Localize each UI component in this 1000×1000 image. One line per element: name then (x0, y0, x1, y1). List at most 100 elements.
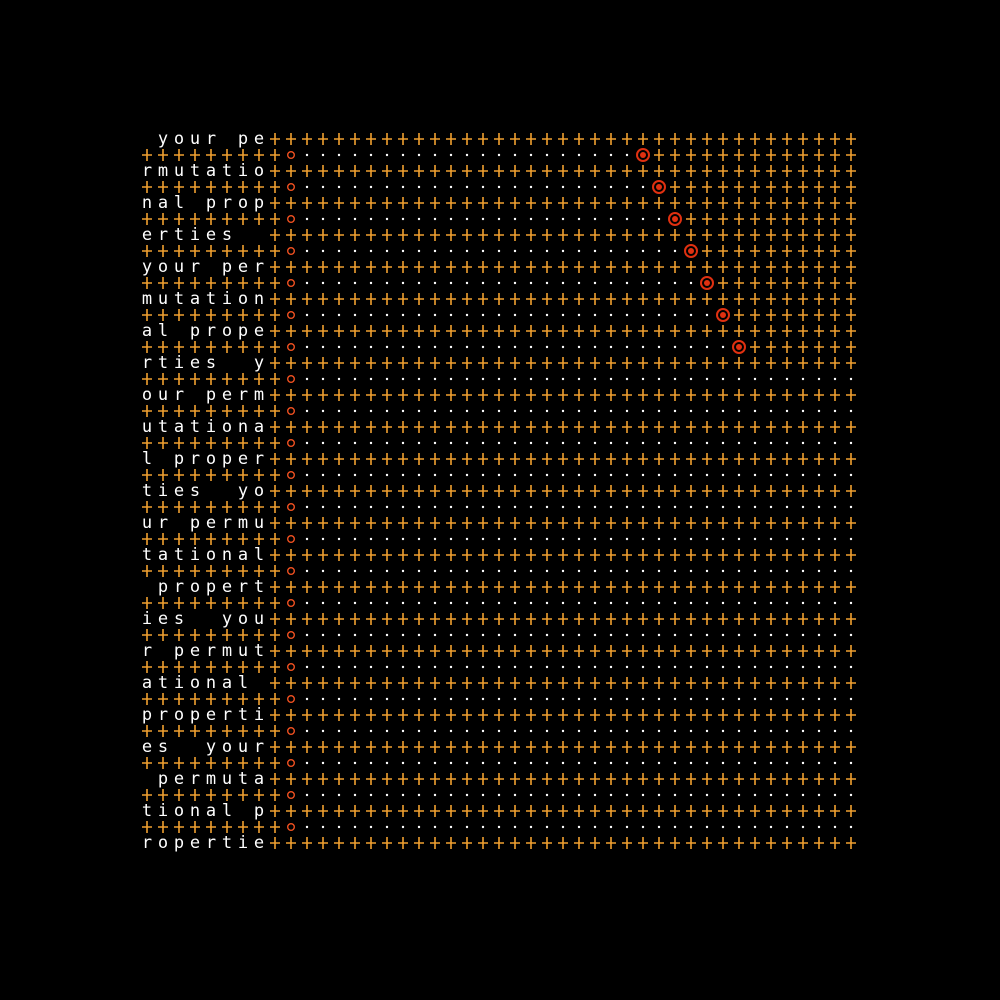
plus-mark (222, 245, 232, 257)
dot-mark (385, 473, 389, 477)
dot-mark (849, 633, 853, 637)
dot-mark (497, 153, 501, 157)
plus-mark (622, 325, 632, 337)
plus-mark (270, 725, 280, 737)
plus-mark (702, 581, 712, 593)
text-char: r (238, 385, 248, 405)
dot-mark (673, 377, 677, 381)
plus-mark (238, 725, 248, 737)
plus-mark (446, 421, 456, 433)
plus-mark (254, 437, 264, 449)
dot-mark (769, 825, 773, 829)
dot-mark (321, 473, 325, 477)
plus-mark (174, 309, 184, 321)
plus-mark (590, 709, 600, 721)
plus-mark (734, 325, 744, 337)
dot-mark (785, 441, 789, 445)
dot-mark (561, 537, 565, 541)
dot-mark (737, 793, 741, 797)
dot-mark (817, 409, 821, 413)
dot-mark (673, 345, 677, 349)
plus-mark (846, 341, 856, 353)
text-char: m (158, 161, 168, 181)
plus-mark (350, 293, 360, 305)
red-marker (716, 308, 730, 322)
plus-mark (622, 165, 632, 177)
plus-mark (734, 309, 744, 321)
plus-mark (766, 133, 776, 145)
text-char: o (222, 321, 232, 341)
text-char: e (174, 769, 184, 789)
dot-mark (833, 377, 837, 381)
text-char: o (238, 193, 248, 213)
dot-mark (561, 313, 565, 317)
plus-mark (846, 773, 856, 785)
dot-mark (705, 601, 709, 605)
plus-mark (734, 485, 744, 497)
plus-mark (222, 789, 232, 801)
plus-mark (142, 213, 152, 225)
plus-mark (142, 437, 152, 449)
dot-mark (401, 409, 405, 413)
dot-mark (465, 505, 469, 509)
plus-mark (334, 709, 344, 721)
plus-mark (654, 389, 664, 401)
dot-mark (513, 825, 517, 829)
dot-mark (353, 409, 357, 413)
dot-mark (673, 825, 677, 829)
plus-mark (158, 437, 168, 449)
plus-mark (190, 597, 200, 609)
plus-mark (798, 517, 808, 529)
plus-mark (606, 677, 616, 689)
plus-mark (382, 325, 392, 337)
dot-mark (385, 537, 389, 541)
dot-mark (625, 409, 629, 413)
plus-mark (846, 581, 856, 593)
plus-mark (158, 597, 168, 609)
plus-mark (590, 261, 600, 273)
plus-mark (638, 485, 648, 497)
dot-mark (721, 729, 725, 733)
plus-mark (622, 517, 632, 529)
dot-mark (305, 313, 309, 317)
plus-mark (526, 261, 536, 273)
plus-mark (558, 165, 568, 177)
dot-mark (513, 473, 517, 477)
plus-mark (574, 741, 584, 753)
dot-mark (369, 569, 373, 573)
dot-mark (753, 441, 757, 445)
dot-mark (481, 409, 485, 413)
plus-mark (702, 149, 712, 161)
dot-mark (401, 505, 405, 509)
dot-mark (545, 249, 549, 253)
plus-mark (334, 645, 344, 657)
plus-mark (462, 293, 472, 305)
dot-mark (545, 505, 549, 509)
plus-mark (606, 581, 616, 593)
plus-mark (542, 677, 552, 689)
dot-mark (401, 473, 405, 477)
plus-mark (750, 245, 760, 257)
dot-mark (369, 537, 373, 541)
dot-mark (465, 633, 469, 637)
plus-mark (734, 245, 744, 257)
plus-mark (590, 485, 600, 497)
plus-mark (142, 693, 152, 705)
plus-mark (366, 709, 376, 721)
plus-mark (510, 293, 520, 305)
text-char: r (142, 353, 152, 373)
dot-mark (417, 249, 421, 253)
dot-mark (529, 377, 533, 381)
plus-mark (574, 773, 584, 785)
dot-mark (545, 569, 549, 573)
dot-mark (369, 633, 373, 637)
plus-mark (750, 213, 760, 225)
plus-mark (206, 789, 216, 801)
dot-mark (785, 761, 789, 765)
text-char: u (142, 417, 152, 437)
plus-mark (302, 421, 312, 433)
dot-mark (593, 313, 597, 317)
text-char: p (190, 705, 200, 725)
dot-mark (593, 665, 597, 669)
text-char: u (174, 257, 184, 277)
